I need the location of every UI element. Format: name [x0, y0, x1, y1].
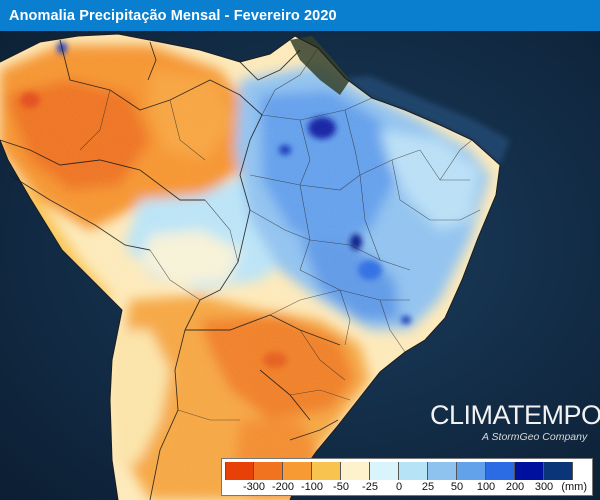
legend-tick-label: 0	[395, 481, 403, 493]
legend-swatch	[370, 462, 399, 480]
legend-tick-label: -25	[362, 481, 378, 493]
legend-swatch	[457, 462, 486, 480]
legend-tick-labels: -300 -200 -100 -50 -25 0 25 50 100 200 300	[222, 481, 594, 495]
title-bar: Anomalia Precipitação Mensal - Fevereiro…	[0, 0, 600, 31]
legend-swatch	[399, 462, 428, 480]
legend-tick-label: -100	[300, 481, 324, 493]
brand-subtitle: A StormGeo Company	[482, 431, 588, 443]
legend-tick-label: 300	[534, 481, 554, 493]
legend-swatches	[225, 462, 573, 480]
continental-shelf	[345, 76, 510, 165]
legend-swatch	[341, 462, 370, 480]
legend-swatch	[486, 462, 515, 480]
legend: -300 -200 -100 -50 -25 0 25 50 100 200 300 (mm)	[221, 458, 593, 496]
legend-swatch	[428, 462, 457, 480]
legend-tick-label: -200	[271, 481, 295, 493]
climatempo-logo: CLIMATEMPO A StormGeo Company	[430, 400, 600, 444]
legend-tick-label: -50	[333, 481, 349, 493]
legend-tick-label: 50	[450, 481, 464, 493]
legend-swatch	[544, 462, 573, 480]
map-title: Anomalia Precipitação Mensal - Fevereiro…	[9, 7, 337, 24]
coastline	[0, 33, 501, 500]
state-borders	[79, 47, 481, 421]
legend-swatch	[515, 462, 544, 480]
legend-unit: (mm)	[561, 481, 587, 493]
guiana-shield-relief	[290, 36, 350, 95]
legend-swatch	[312, 462, 341, 480]
legend-tick-label: 200	[505, 481, 525, 493]
legend-swatch	[283, 462, 312, 480]
legend-tick-label: -300	[242, 481, 266, 493]
brand-name: CLIMATEMPO	[430, 400, 600, 430]
legend-tick-label: 25	[421, 481, 435, 493]
legend-swatch	[225, 462, 254, 480]
precipitation-anomaly-map	[0, 31, 600, 500]
legend-tick-label: 100	[476, 481, 496, 493]
legend-swatch	[254, 462, 283, 480]
